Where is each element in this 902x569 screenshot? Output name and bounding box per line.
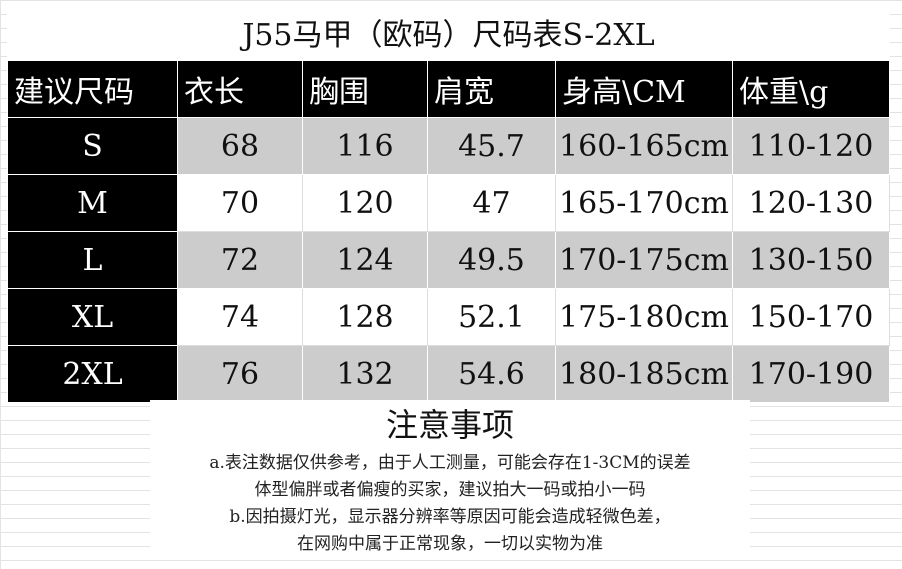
header-cell[interactable]: 建议尺码 (7, 60, 178, 118)
cell[interactable]: 47 (427, 174, 556, 232)
cell[interactable]: 120-130 (732, 174, 890, 232)
cell[interactable]: XL (7, 288, 178, 346)
cell[interactable]: 120 (302, 174, 428, 232)
size-table: 建议尺码 衣长 胸围 肩宽 身高\CM 体重\g S 68 116 45.7 1… (7, 60, 890, 403)
cell[interactable]: 165-170cm (555, 174, 733, 232)
table-row: S 68 116 45.7 160-165cm 110-120 (7, 117, 890, 175)
table-row: XL 74 128 52.1 175-180cm 150-170 (7, 288, 890, 346)
header-cell[interactable]: 胸围 (302, 60, 428, 118)
cell[interactable]: 170-190 (732, 345, 890, 403)
cell[interactable]: 124 (302, 231, 428, 289)
cell[interactable]: 132 (302, 345, 428, 403)
notes-title: 注意事项 (385, 406, 514, 444)
note-line: a.表注数据仅供参考，由于人工测量，可能会存在1-3CM的误差 (209, 453, 691, 473)
cell[interactable]: L (7, 231, 178, 289)
cell[interactable]: 45.7 (427, 117, 556, 175)
cell[interactable]: 128 (302, 288, 428, 346)
cell[interactable]: 110-120 (732, 117, 890, 175)
note-line: b.因拍摄灯光，显示器分辨率等原因可能会造成轻微色差， (229, 507, 671, 527)
cell[interactable]: 116 (302, 117, 428, 175)
chart-title: J55马甲（欧码）尺码表S-2XL (7, 8, 890, 60)
cell[interactable]: S (7, 117, 178, 175)
cell[interactable]: 49.5 (427, 231, 556, 289)
cell[interactable]: M (7, 174, 178, 232)
header-row: 建议尺码 衣长 胸围 肩宽 身高\CM 体重\g (7, 60, 890, 118)
cell[interactable]: 170-175cm (555, 231, 733, 289)
header-cell[interactable]: 肩宽 (427, 60, 556, 118)
cell[interactable]: 160-165cm (555, 117, 733, 175)
cell[interactable]: 130-150 (732, 231, 890, 289)
cell[interactable]: 74 (177, 288, 303, 346)
cell[interactable]: 180-185cm (555, 345, 733, 403)
cell[interactable]: 175-180cm (555, 288, 733, 346)
cell[interactable]: 76 (177, 345, 303, 403)
header-cell[interactable]: 体重\g (732, 60, 890, 118)
header-cell[interactable]: 身高\CM (555, 60, 733, 118)
table-row: 2XL 76 132 54.6 180-185cm 170-190 (7, 345, 890, 403)
cell[interactable]: 70 (177, 174, 303, 232)
header-cell[interactable]: 衣长 (177, 60, 303, 118)
cell[interactable]: 72 (177, 231, 303, 289)
table-row: M 70 120 47 165-170cm 120-130 (7, 174, 890, 232)
table-row: L 72 124 49.5 170-175cm 130-150 (7, 231, 890, 289)
cell[interactable]: 52.1 (427, 288, 556, 346)
cell[interactable]: 68 (177, 117, 303, 175)
notes-section: 注意事项 a.表注数据仅供参考，由于人工测量，可能会存在1-3CM的误差 体型偏… (150, 400, 750, 558)
cell[interactable]: 2XL (7, 345, 178, 403)
note-line: 体型偏胖或者偏瘦的买家，建议拍大一码或拍小一码 (254, 480, 646, 500)
note-line: 在网购中属于正常现象，一切以实物为准 (297, 534, 603, 554)
cell[interactable]: 150-170 (732, 288, 890, 346)
cell[interactable]: 54.6 (427, 345, 556, 403)
